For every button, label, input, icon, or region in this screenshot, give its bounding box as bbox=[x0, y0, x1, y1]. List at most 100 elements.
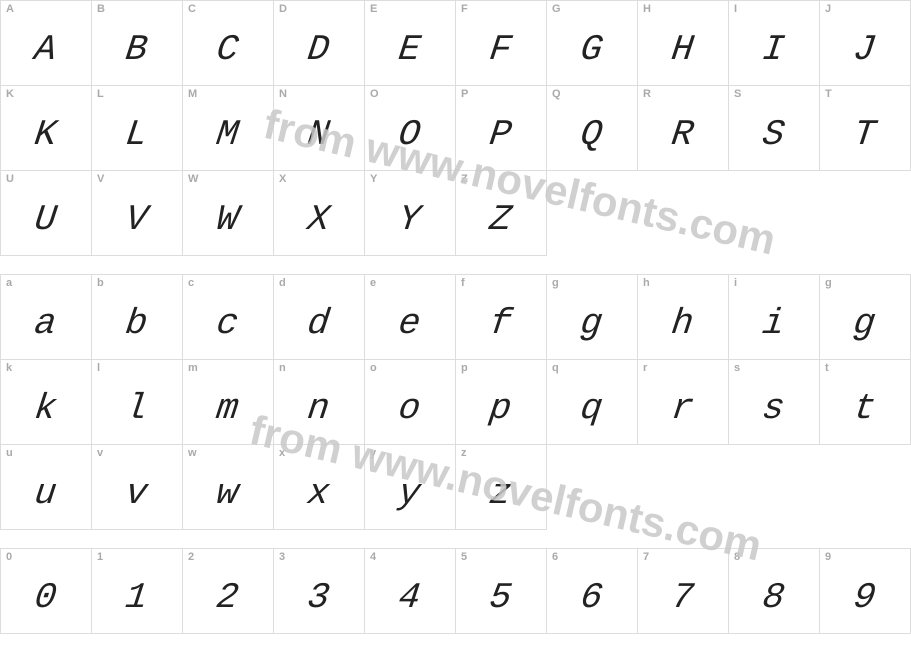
cell-label: Z bbox=[461, 173, 468, 185]
cell-label: Y bbox=[370, 173, 377, 185]
glyph-cell: ZZ bbox=[456, 171, 547, 256]
cell-label: u bbox=[6, 447, 13, 459]
glyph-cell: YY bbox=[365, 171, 456, 256]
glyph-cell: QQ bbox=[547, 86, 638, 171]
glyph-cell: aa bbox=[1, 275, 92, 360]
cell-glyph: y bbox=[358, 473, 461, 514]
glyph-cell: ll bbox=[92, 360, 183, 445]
cell-label: x bbox=[279, 447, 285, 459]
cell-glyph: u bbox=[0, 473, 98, 514]
cell-label: F bbox=[461, 3, 468, 15]
cell-glyph: d bbox=[267, 303, 370, 344]
glyph-cell: BB bbox=[92, 1, 183, 86]
cell-label: f bbox=[461, 277, 465, 289]
glyph-cell: NN bbox=[274, 86, 365, 171]
glyph-cell: yy bbox=[365, 445, 456, 530]
cell-label: D bbox=[279, 3, 287, 15]
cell-label: g bbox=[552, 277, 559, 289]
glyph-cell: JJ bbox=[820, 1, 911, 86]
cell-glyph: k bbox=[0, 388, 98, 429]
glyph-cell: AA bbox=[1, 1, 92, 86]
cell-label: h bbox=[643, 277, 650, 289]
cell-glyph: O bbox=[358, 114, 461, 155]
glyph-cell: 77 bbox=[638, 549, 729, 634]
cell-glyph: F bbox=[449, 29, 552, 70]
cell-glyph: 7 bbox=[631, 577, 734, 618]
cell-glyph: K bbox=[0, 114, 98, 155]
glyph-cell: ff bbox=[456, 275, 547, 360]
glyph-cell: gg bbox=[547, 275, 638, 360]
cell-glyph: H bbox=[631, 29, 734, 70]
glyph-cell: bb bbox=[92, 275, 183, 360]
cell-glyph: B bbox=[85, 29, 188, 70]
cell-label: k bbox=[6, 362, 12, 374]
cell-label: X bbox=[279, 173, 286, 185]
cell-label: y bbox=[370, 447, 376, 459]
cell-label: N bbox=[279, 88, 287, 100]
cell-glyph: 4 bbox=[358, 577, 461, 618]
glyph-cell: UU bbox=[1, 171, 92, 256]
cell-glyph: p bbox=[449, 388, 552, 429]
cell-label: a bbox=[6, 277, 12, 289]
cell-glyph: f bbox=[449, 303, 552, 344]
glyph-cell: VV bbox=[92, 171, 183, 256]
cell-glyph: n bbox=[267, 388, 370, 429]
cell-label: T bbox=[825, 88, 832, 100]
section-gap bbox=[0, 530, 911, 548]
section-gap bbox=[0, 256, 911, 274]
cell-glyph: c bbox=[176, 303, 279, 344]
cell-label: K bbox=[6, 88, 14, 100]
glyph-cell: ss bbox=[729, 360, 820, 445]
glyph-cell: tt bbox=[820, 360, 911, 445]
glyph-cell: cc bbox=[183, 275, 274, 360]
cell-glyph: 8 bbox=[722, 577, 825, 618]
glyph-cell: 66 bbox=[547, 549, 638, 634]
cell-label: M bbox=[188, 88, 197, 100]
cell-label: v bbox=[97, 447, 103, 459]
glyph-cell: ww bbox=[183, 445, 274, 530]
cell-glyph: C bbox=[176, 29, 279, 70]
cell-glyph: 9 bbox=[813, 577, 911, 618]
glyph-cell: pp bbox=[456, 360, 547, 445]
cell-glyph: T bbox=[813, 114, 911, 155]
glyph-cell: hh bbox=[638, 275, 729, 360]
cell-label: A bbox=[6, 3, 14, 15]
cell-label: U bbox=[6, 173, 14, 185]
glyph-cell: WW bbox=[183, 171, 274, 256]
cell-label: 2 bbox=[188, 551, 194, 563]
cell-glyph: g bbox=[540, 303, 643, 344]
glyph-cell: RR bbox=[638, 86, 729, 171]
glyph-cell: vv bbox=[92, 445, 183, 530]
cell-glyph: a bbox=[0, 303, 98, 344]
glyph-cell bbox=[729, 445, 820, 530]
cell-label: t bbox=[825, 362, 829, 374]
cell-label: e bbox=[370, 277, 376, 289]
cell-glyph: U bbox=[0, 199, 98, 240]
glyph-cell: PP bbox=[456, 86, 547, 171]
cell-label: q bbox=[552, 362, 559, 374]
cell-glyph: 1 bbox=[85, 577, 188, 618]
cell-glyph: Z bbox=[449, 199, 552, 240]
glyph-cell: SS bbox=[729, 86, 820, 171]
cell-label: s bbox=[734, 362, 740, 374]
cell-label: L bbox=[97, 88, 104, 100]
cell-label: 4 bbox=[370, 551, 376, 563]
cell-label: 3 bbox=[279, 551, 285, 563]
cell-glyph: A bbox=[0, 29, 98, 70]
cell-label: G bbox=[552, 3, 561, 15]
cell-glyph: v bbox=[85, 473, 188, 514]
cell-glyph: 5 bbox=[449, 577, 552, 618]
cell-glyph: W bbox=[176, 199, 279, 240]
glyph-cell: GG bbox=[547, 1, 638, 86]
glyph-cell bbox=[729, 171, 820, 256]
glyph-cell: kk bbox=[1, 360, 92, 445]
cell-label: 9 bbox=[825, 551, 831, 563]
cell-glyph: s bbox=[722, 388, 825, 429]
cell-glyph: V bbox=[85, 199, 188, 240]
lowercase-grid: aabbccddeeffgghhiiggkkllmmnnooppqqrrsstt… bbox=[0, 274, 911, 530]
glyph-cell bbox=[547, 171, 638, 256]
cell-label: n bbox=[279, 362, 286, 374]
glyph-cell: FF bbox=[456, 1, 547, 86]
glyph-cell: 44 bbox=[365, 549, 456, 634]
cell-label: H bbox=[643, 3, 651, 15]
